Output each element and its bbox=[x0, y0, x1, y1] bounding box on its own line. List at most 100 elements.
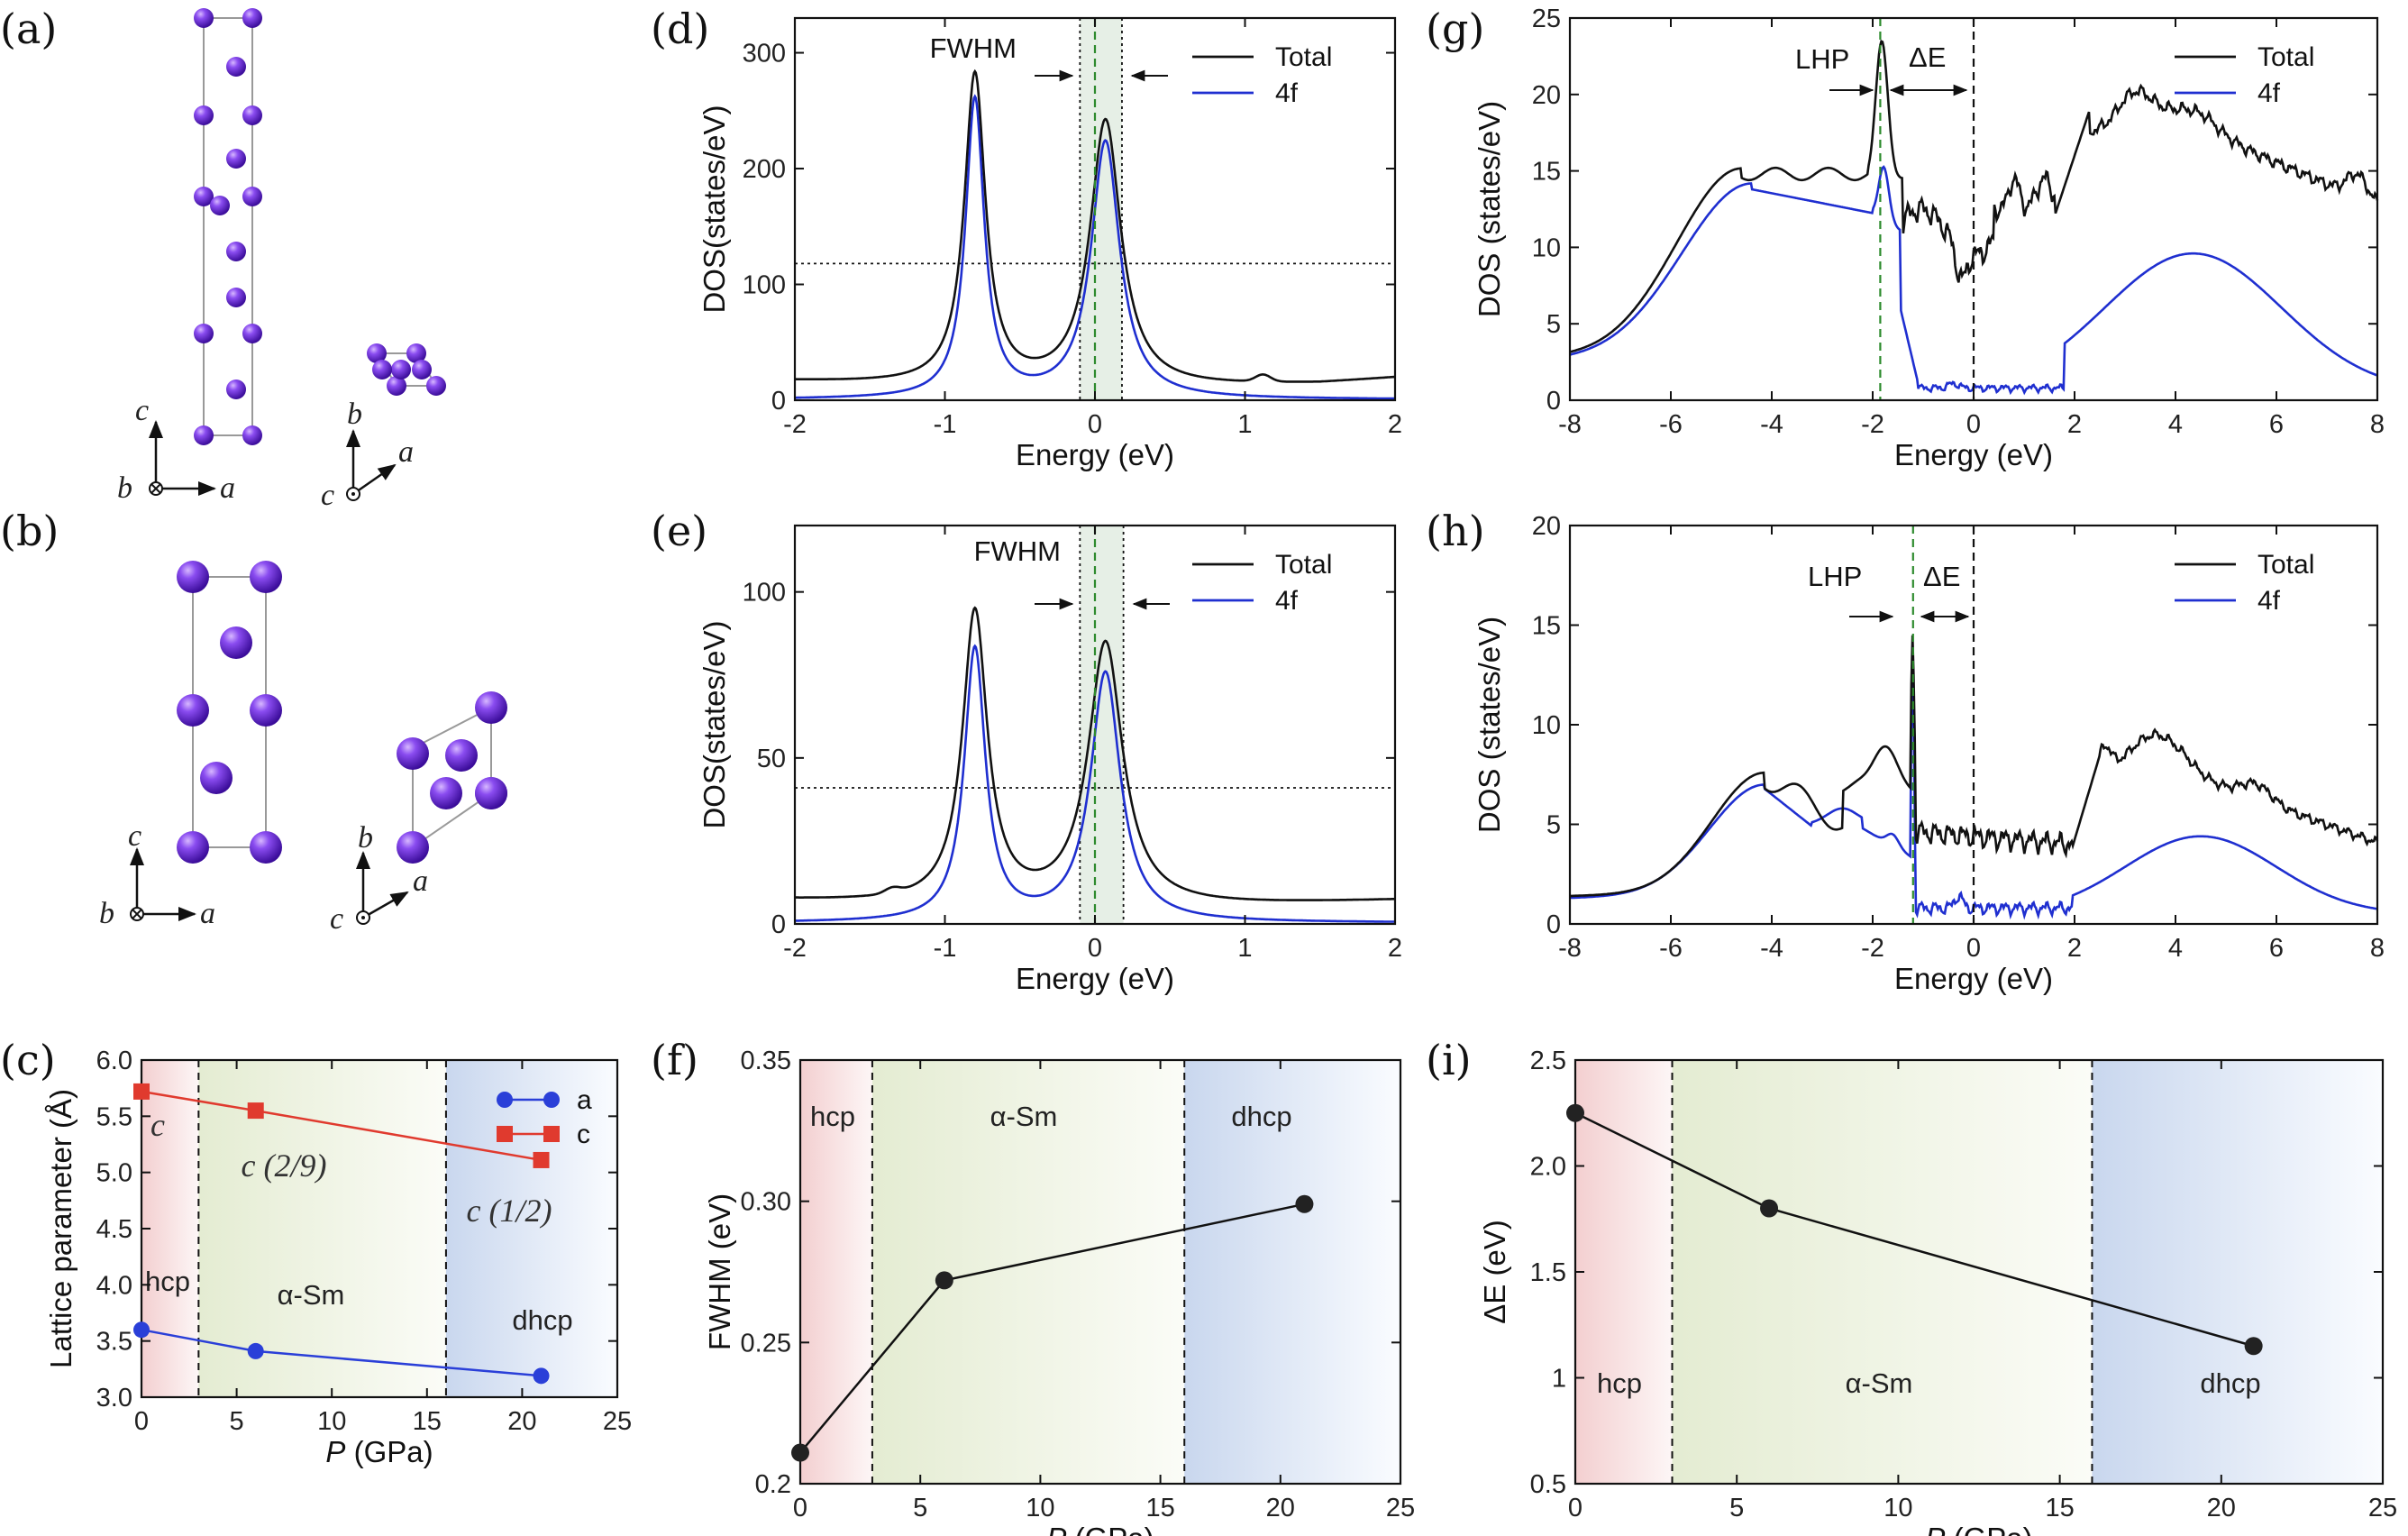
x-tick-label: 4 bbox=[2168, 934, 2183, 963]
legend-marker bbox=[543, 1092, 560, 1108]
legend-marker bbox=[543, 1126, 560, 1142]
y-tick-label: 0 bbox=[771, 387, 786, 416]
x-tick-label: 8 bbox=[2370, 410, 2385, 439]
y-tick-label: 3.0 bbox=[96, 1384, 132, 1413]
chart-fwhm: hcp α-Sm dhcp 0 5 10 15 20 25 0.2 0.25 0.30 0.35 P (G… bbox=[703, 1047, 1415, 1536]
legend-label: 4f bbox=[1275, 78, 1299, 108]
y-axis-label: Lattice parameter (Å) bbox=[44, 1089, 78, 1368]
phase-region bbox=[871, 1060, 1185, 1484]
y-tick-label: 0.5 bbox=[1530, 1470, 1566, 1499]
x-tick-label: -8 bbox=[1558, 410, 1582, 439]
x-axis-label: Energy (eV) bbox=[1894, 962, 2053, 995]
atom bbox=[177, 831, 209, 864]
atom bbox=[177, 694, 209, 727]
atom bbox=[226, 57, 246, 77]
phase-label: α-Sm bbox=[1846, 1367, 1913, 1399]
x-tick-label: -2 bbox=[1861, 934, 1884, 963]
axes-b-top: b c a bbox=[330, 821, 428, 936]
x-tick-label: 2 bbox=[1388, 934, 1402, 963]
atom bbox=[242, 324, 262, 343]
x-tick-label: 10 bbox=[317, 1407, 346, 1436]
atom bbox=[397, 831, 429, 864]
y-axis-label: DOS (states/eV) bbox=[1473, 617, 1506, 833]
fwhm-label: FWHM bbox=[930, 32, 1017, 64]
atom bbox=[430, 777, 462, 809]
legend: Total 4f bbox=[2175, 550, 2314, 616]
y-tick-label: 1 bbox=[1552, 1365, 1566, 1394]
axes-b-side: c b a bbox=[99, 819, 215, 930]
x-tick-label: 6 bbox=[2269, 934, 2284, 963]
atom bbox=[226, 242, 246, 261]
x-tick-label: 0 bbox=[1966, 934, 1981, 963]
axis-label-b-top: b bbox=[347, 398, 362, 431]
x-label-unit: (GPa) bbox=[345, 1435, 433, 1468]
atom bbox=[194, 187, 214, 206]
phase-region bbox=[445, 1060, 617, 1397]
x-tick-label: -2 bbox=[1861, 410, 1884, 439]
x-tick-label: 10 bbox=[1026, 1494, 1054, 1522]
y-tick-label: 2.0 bbox=[1530, 1153, 1566, 1182]
atom bbox=[475, 691, 507, 724]
y-axis-label: ΔE (eV) bbox=[1478, 1220, 1511, 1324]
y-tick-label: 20 bbox=[1532, 81, 1561, 110]
y-tick-label: 0.25 bbox=[741, 1329, 791, 1358]
x-tick-label: 0 bbox=[793, 1494, 807, 1522]
delta-e-label: ΔE bbox=[1909, 41, 1946, 73]
x-tick-label: 5 bbox=[1729, 1494, 1744, 1522]
x-tick-label: -2 bbox=[783, 410, 807, 439]
fwhm-band bbox=[1080, 526, 1124, 924]
atom bbox=[194, 8, 214, 28]
x-tick-label: 2 bbox=[2067, 934, 2082, 963]
axis-label-c-top: c bbox=[321, 479, 334, 512]
atom bbox=[200, 762, 233, 794]
legend-marker bbox=[497, 1126, 513, 1142]
axis-label-c: c bbox=[135, 394, 149, 427]
atom bbox=[177, 561, 209, 593]
data-point bbox=[1566, 1103, 1584, 1122]
point-a bbox=[533, 1367, 550, 1385]
panel-label-c: (c) bbox=[0, 1036, 56, 1084]
legend-label: Total bbox=[2258, 42, 2314, 72]
y-tick-label: 15 bbox=[1532, 158, 1561, 187]
legend-label: c bbox=[577, 1120, 590, 1149]
axis-label-a-top: a bbox=[398, 435, 414, 469]
phase-region bbox=[1672, 1060, 2093, 1484]
panel-label-h: (h) bbox=[1426, 507, 1485, 555]
x-tick-label: 0 bbox=[1088, 410, 1102, 439]
legend-label: a bbox=[577, 1085, 592, 1115]
x-tick-label: 5 bbox=[230, 1407, 244, 1436]
x-tick-label: 25 bbox=[2368, 1494, 2397, 1522]
x-tick-label: 25 bbox=[1386, 1494, 1415, 1522]
y-axis-label: FWHM (eV) bbox=[703, 1193, 736, 1350]
y-tick-label: 20 bbox=[1532, 512, 1561, 541]
chart-dos-g: -8 -6 -4 -2 0 2 4 6 8 0 5 10 15 20 25 Energy (eV) DOS (s… bbox=[1473, 5, 2385, 471]
atom bbox=[242, 8, 262, 28]
unit-cell-a bbox=[203, 17, 253, 436]
legend: Total 4f bbox=[1192, 550, 1332, 616]
point-a bbox=[133, 1321, 150, 1339]
x-tick-label: 0 bbox=[1088, 934, 1102, 963]
x-tick-label: 6 bbox=[2269, 410, 2284, 439]
axis-label-b: b bbox=[117, 471, 132, 505]
x-tick-label: -1 bbox=[934, 410, 957, 439]
atom bbox=[391, 360, 411, 379]
y-tick-label: 5 bbox=[1546, 310, 1561, 339]
atom bbox=[250, 694, 282, 727]
x-axis-label: Energy (eV) bbox=[1016, 438, 1174, 471]
phase-label: hcp bbox=[145, 1266, 190, 1297]
phase-region bbox=[141, 1060, 199, 1397]
chart-dos-h: -8 -6 -4 -2 0 2 4 6 8 0 5 10 15 20 Energy (eV) DOS (sta… bbox=[1473, 512, 2385, 995]
y-tick-label: 100 bbox=[743, 579, 786, 608]
lhp-label: LHP bbox=[1795, 43, 1849, 75]
x-tick-label: 5 bbox=[913, 1494, 927, 1522]
y-tick-label: 0 bbox=[771, 910, 786, 939]
phase-region bbox=[198, 1060, 446, 1397]
y-tick-label: 15 bbox=[1532, 612, 1561, 641]
atom bbox=[226, 149, 246, 169]
axis-label-a-b: a bbox=[200, 897, 215, 930]
x-tick-label: 0 bbox=[1568, 1494, 1583, 1522]
axis-label-b-b: b bbox=[99, 897, 114, 930]
y-tick-label: 2.5 bbox=[1530, 1047, 1566, 1075]
atom bbox=[226, 379, 246, 399]
x-tick-label: 25 bbox=[603, 1407, 632, 1436]
